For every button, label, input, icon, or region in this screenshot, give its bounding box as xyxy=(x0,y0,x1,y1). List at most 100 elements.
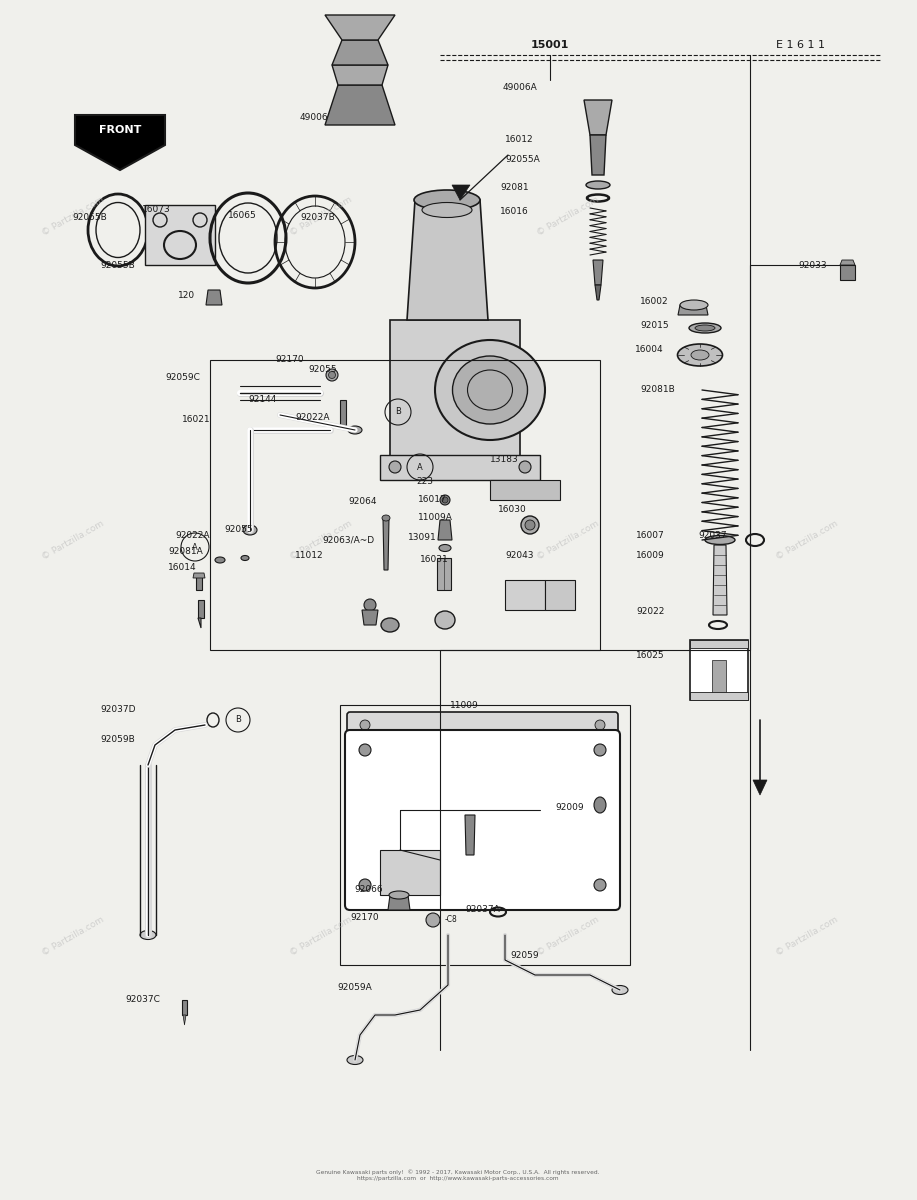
Polygon shape xyxy=(198,600,204,618)
Text: 11009A: 11009A xyxy=(418,514,453,522)
Text: 92059: 92059 xyxy=(510,952,538,960)
Text: © Partzilla.com: © Partzilla.com xyxy=(288,914,354,958)
Text: 92037: 92037 xyxy=(698,530,726,540)
Polygon shape xyxy=(407,200,488,320)
Circle shape xyxy=(359,878,371,890)
Polygon shape xyxy=(840,265,855,280)
Polygon shape xyxy=(505,580,545,610)
Text: 92170: 92170 xyxy=(350,913,379,923)
Ellipse shape xyxy=(452,356,527,424)
Text: 13183: 13183 xyxy=(490,456,519,464)
Polygon shape xyxy=(712,660,726,692)
Ellipse shape xyxy=(381,618,399,632)
Text: A: A xyxy=(417,462,423,472)
Text: -C8: -C8 xyxy=(445,916,458,924)
Polygon shape xyxy=(325,85,395,125)
Text: © Partzilla.com: © Partzilla.com xyxy=(774,518,840,562)
Text: 16004: 16004 xyxy=(635,346,664,354)
Text: 92081: 92081 xyxy=(500,182,528,192)
Ellipse shape xyxy=(705,535,735,545)
Text: B: B xyxy=(395,408,401,416)
Ellipse shape xyxy=(382,515,390,521)
Polygon shape xyxy=(713,545,727,614)
Polygon shape xyxy=(452,185,470,200)
Text: 92033: 92033 xyxy=(798,260,826,270)
Ellipse shape xyxy=(348,426,362,434)
Text: © Partzilla.com: © Partzilla.com xyxy=(536,518,602,562)
Text: 92081A: 92081A xyxy=(168,547,203,557)
Ellipse shape xyxy=(691,350,709,360)
Ellipse shape xyxy=(680,300,708,310)
Polygon shape xyxy=(584,100,612,134)
Ellipse shape xyxy=(678,344,723,366)
Text: 92055: 92055 xyxy=(224,526,252,534)
Polygon shape xyxy=(465,815,475,854)
FancyBboxPatch shape xyxy=(345,730,620,910)
Polygon shape xyxy=(332,65,388,85)
Text: © Partzilla.com: © Partzilla.com xyxy=(40,194,106,238)
Text: © Partzilla.com: © Partzilla.com xyxy=(40,518,106,562)
Text: 16007: 16007 xyxy=(636,530,665,540)
Text: 11009: 11009 xyxy=(450,701,479,709)
Ellipse shape xyxy=(422,203,472,217)
Text: 92066: 92066 xyxy=(354,886,382,894)
Text: 92055B: 92055B xyxy=(72,214,106,222)
Polygon shape xyxy=(380,850,440,895)
Text: 92022A: 92022A xyxy=(175,530,209,540)
Polygon shape xyxy=(388,895,410,910)
Polygon shape xyxy=(690,640,748,648)
Polygon shape xyxy=(690,692,748,700)
Text: © Partzilla.com: © Partzilla.com xyxy=(536,914,602,958)
Ellipse shape xyxy=(521,516,539,534)
Polygon shape xyxy=(678,305,708,314)
Text: 92043: 92043 xyxy=(505,551,534,559)
Polygon shape xyxy=(325,14,395,40)
Text: © Partzilla.com: © Partzilla.com xyxy=(288,518,354,562)
Polygon shape xyxy=(545,580,575,610)
Text: A: A xyxy=(193,542,198,552)
Ellipse shape xyxy=(689,323,721,332)
Text: 92022A: 92022A xyxy=(295,414,329,422)
Polygon shape xyxy=(383,518,389,570)
Polygon shape xyxy=(437,558,451,590)
Ellipse shape xyxy=(442,497,448,503)
Polygon shape xyxy=(840,260,855,265)
Ellipse shape xyxy=(326,370,338,382)
Text: 16073: 16073 xyxy=(142,205,171,215)
Ellipse shape xyxy=(435,611,455,629)
Polygon shape xyxy=(362,610,378,625)
Bar xyxy=(340,704,630,965)
Ellipse shape xyxy=(586,181,610,188)
Ellipse shape xyxy=(241,556,249,560)
Text: 49006A: 49006A xyxy=(503,84,537,92)
Circle shape xyxy=(360,720,370,730)
Text: 13091: 13091 xyxy=(408,534,436,542)
Text: 92144: 92144 xyxy=(248,396,276,404)
Polygon shape xyxy=(590,134,606,175)
Circle shape xyxy=(595,720,605,730)
Text: 11012: 11012 xyxy=(295,551,324,559)
Circle shape xyxy=(594,744,606,756)
Text: 16012: 16012 xyxy=(505,136,534,144)
Polygon shape xyxy=(193,572,205,578)
Text: 92009: 92009 xyxy=(555,804,583,812)
Ellipse shape xyxy=(612,985,628,995)
Text: 92037D: 92037D xyxy=(100,706,136,714)
Text: 15001: 15001 xyxy=(531,40,569,50)
Text: 49006: 49006 xyxy=(300,114,328,122)
Ellipse shape xyxy=(347,1056,363,1064)
Text: FRONT: FRONT xyxy=(99,125,141,134)
Text: 92015: 92015 xyxy=(640,320,668,330)
Text: 92059C: 92059C xyxy=(165,373,200,383)
Ellipse shape xyxy=(435,340,545,440)
Text: 16030: 16030 xyxy=(498,505,526,515)
Ellipse shape xyxy=(389,890,409,899)
Ellipse shape xyxy=(414,190,480,210)
Polygon shape xyxy=(196,575,202,590)
Ellipse shape xyxy=(389,461,401,473)
Polygon shape xyxy=(593,260,603,284)
Polygon shape xyxy=(438,520,452,540)
Text: Genuine Kawasaki parts only!  © 1992 - 2017, Kawasaki Motor Corp., U.S.A.  All r: Genuine Kawasaki parts only! © 1992 - 20… xyxy=(316,1169,600,1181)
Polygon shape xyxy=(206,290,222,305)
Polygon shape xyxy=(690,640,748,700)
